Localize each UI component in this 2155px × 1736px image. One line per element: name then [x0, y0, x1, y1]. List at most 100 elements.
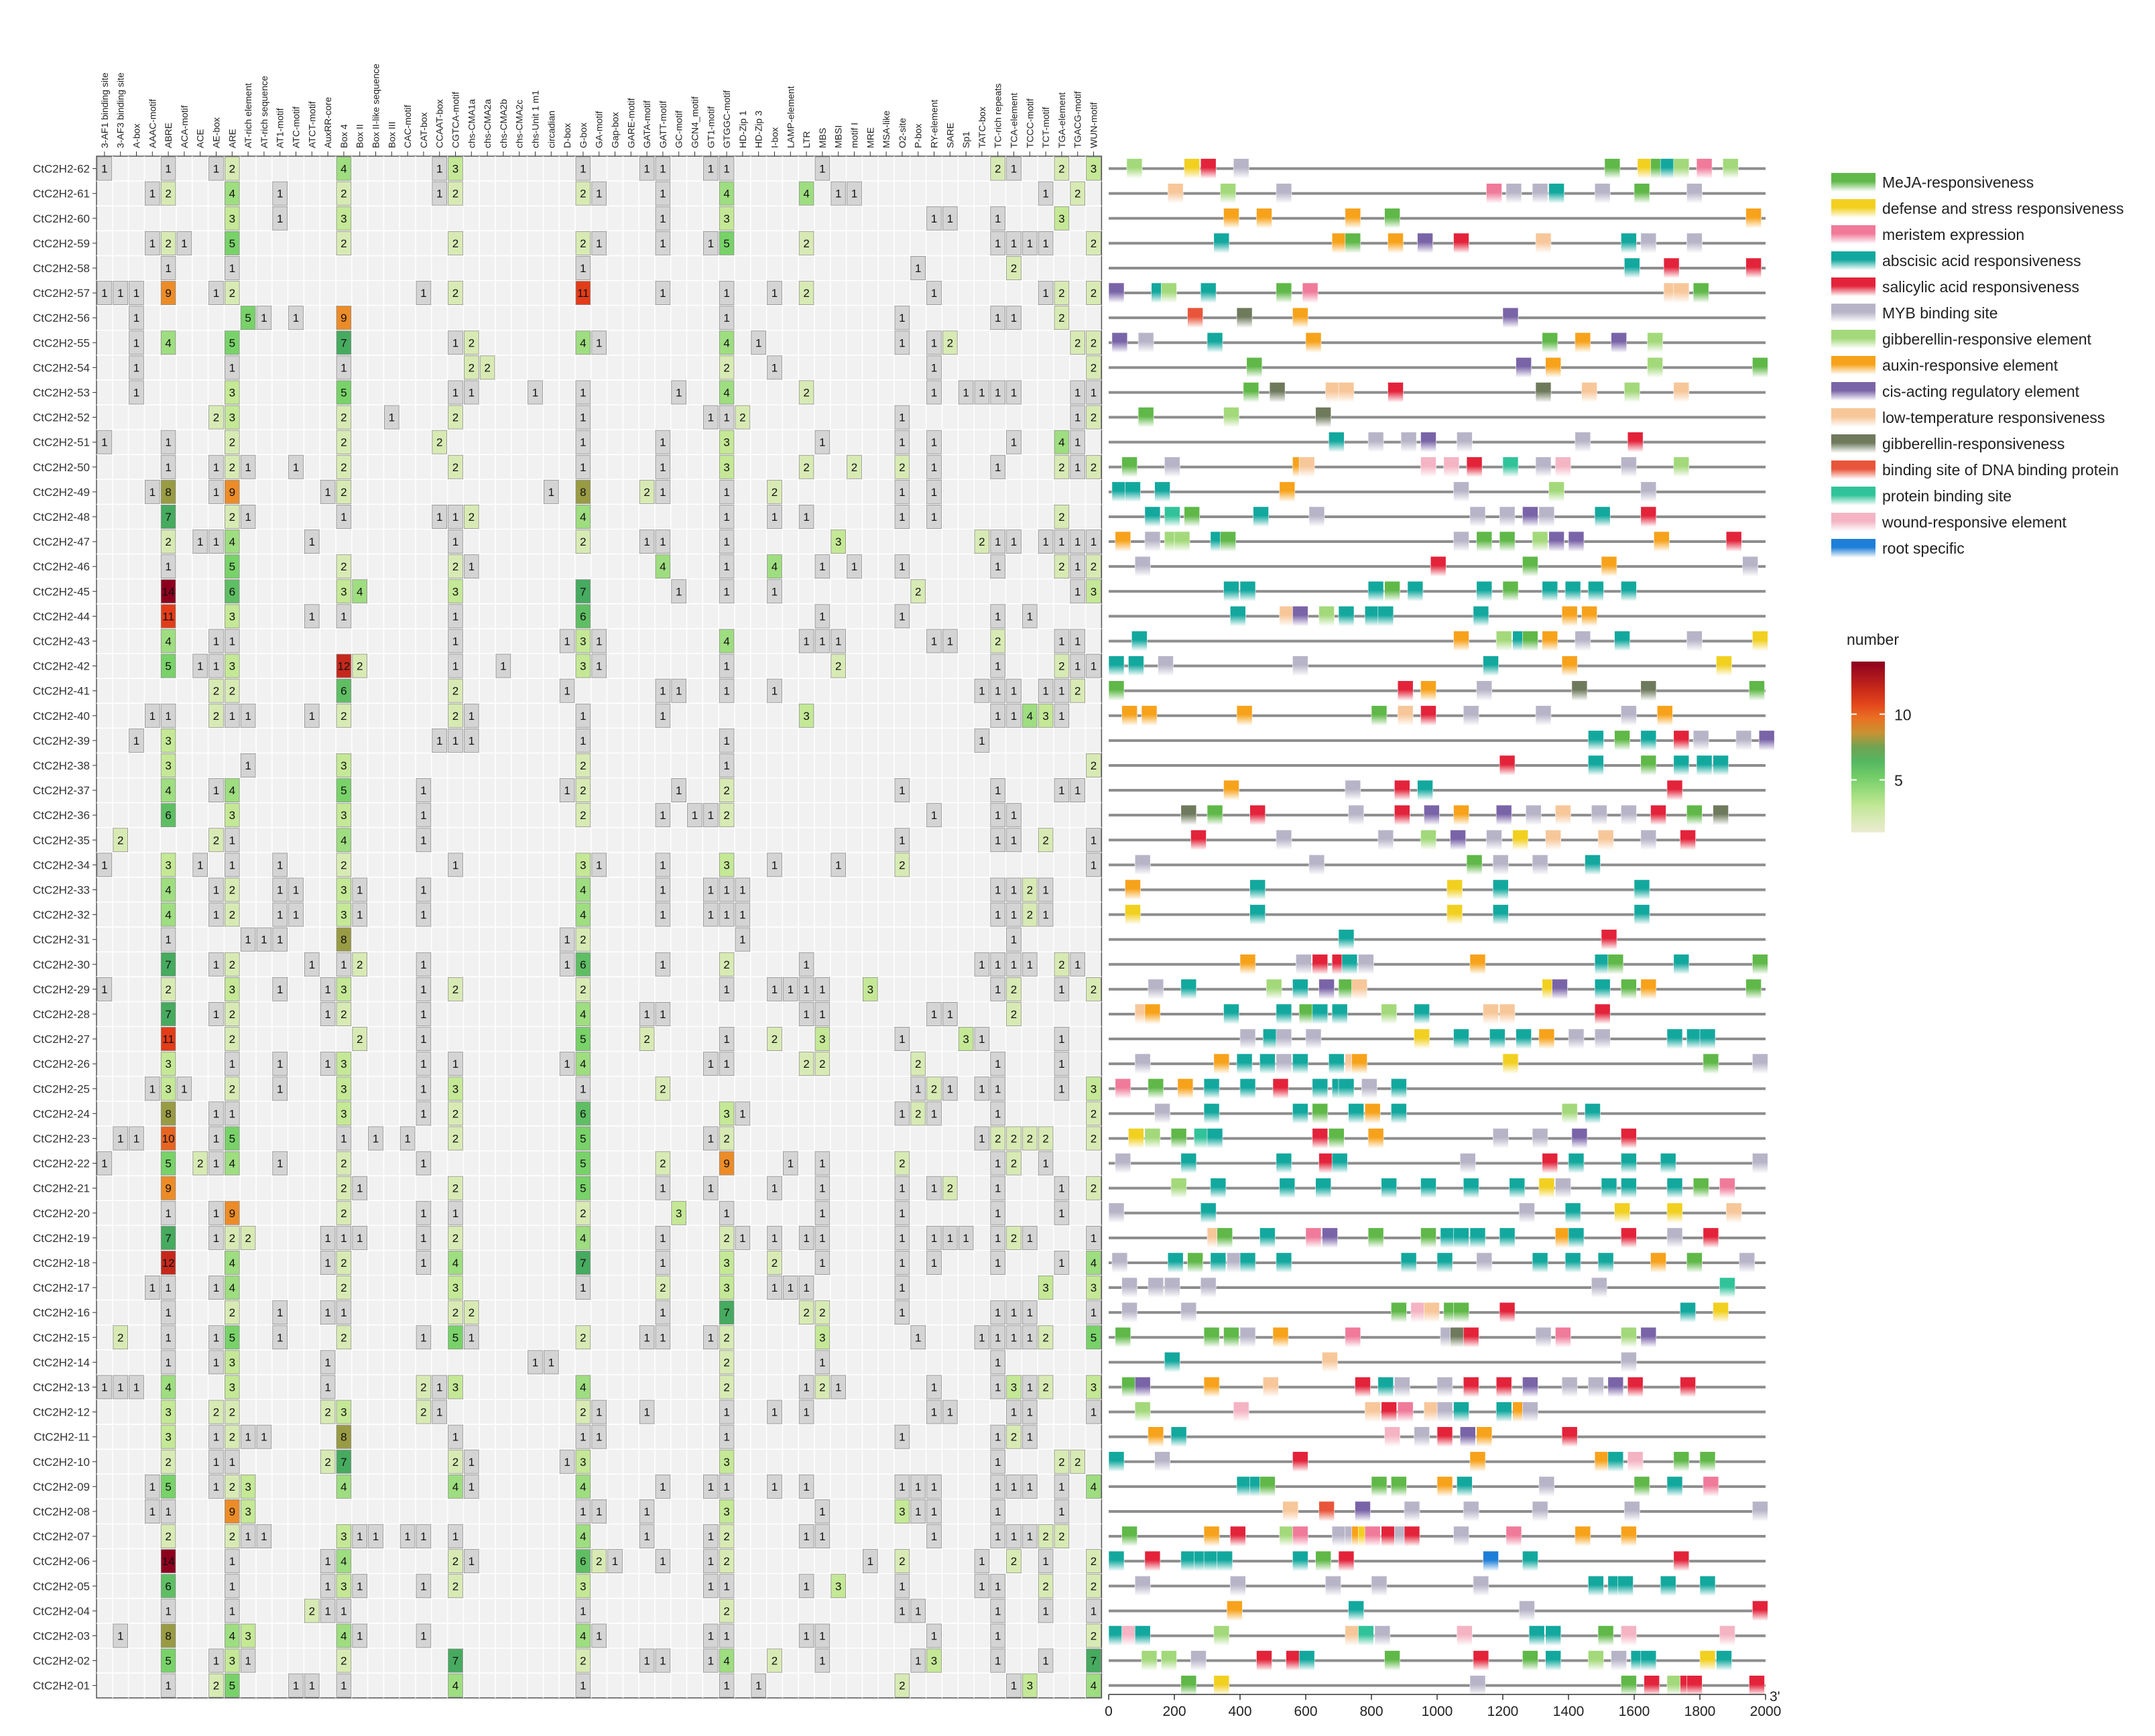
heatmap-cell: 3	[798, 703, 814, 728]
cell-value: 1	[245, 511, 251, 523]
motif-element	[1752, 954, 1768, 975]
cell-value: 1	[101, 163, 107, 176]
heatmap-cell: 3	[1086, 1375, 1101, 1400]
heatmap-cell: 1	[129, 330, 144, 355]
heatmap-cell: 1	[1070, 380, 1086, 405]
motif-element	[1167, 183, 1184, 204]
heatmap-cell: 2	[1086, 454, 1101, 479]
motif-element	[1666, 1028, 1683, 1050]
cell-value: 1	[580, 436, 586, 449]
cell-value: 1	[899, 1107, 905, 1120]
cell-value: 4	[341, 834, 347, 847]
row-labels: CtC2H2-62CtC2H2-61CtC2H2-60CtC2H2-59CtC2…	[33, 163, 97, 1692]
cell-value: 1	[373, 1530, 379, 1543]
motif-element	[1532, 1252, 1548, 1274]
heatmap-cell: 3	[224, 977, 240, 1001]
heatmap-cell: 1	[208, 1350, 224, 1375]
legend-swatch	[1831, 434, 1875, 453]
cell-fill	[894, 479, 910, 504]
cell-value: 1	[995, 312, 1001, 324]
gene-track	[1109, 780, 1766, 801]
cell-value: 1	[676, 685, 682, 698]
cell-value: 5	[165, 1158, 171, 1170]
cell-fill	[336, 1076, 352, 1101]
heatmap-cell: 2	[160, 1524, 176, 1548]
cell-value: 1	[1011, 934, 1017, 946]
cell-fill	[448, 156, 463, 181]
cell-value: 1	[660, 436, 666, 449]
cell-fill	[224, 853, 240, 877]
cell-value: 1	[564, 784, 570, 797]
cell-fill	[224, 231, 240, 255]
cell-value: 1	[772, 983, 778, 996]
cell-value: 1	[213, 1107, 219, 1120]
row-label-ctc2h2-59: CtC2H2-59	[33, 237, 90, 250]
motif-element	[1575, 1526, 1591, 1547]
cell-fill	[990, 530, 1006, 554]
motif-element	[1660, 1153, 1676, 1174]
cell-value: 1	[979, 386, 985, 399]
motif-element	[1752, 1601, 1768, 1621]
heatmap-cell: 1	[735, 927, 751, 952]
cell-value: 2	[660, 1082, 666, 1095]
heatmap-cell: 4	[575, 877, 591, 902]
gene-track	[1109, 904, 1766, 925]
cell-fill	[113, 828, 129, 853]
legend-swatch	[1831, 304, 1875, 322]
heatmap-cell: 2	[1086, 1101, 1101, 1126]
motif-element	[1292, 1053, 1308, 1074]
cell-value: 4	[580, 336, 586, 349]
cell-value: 1	[931, 336, 937, 349]
legend-label: gibberellin-responsive element	[1882, 330, 2092, 348]
motif-element	[1621, 233, 1637, 254]
cell-value: 1	[995, 1331, 1001, 1344]
heatmap-cell: 2	[464, 355, 479, 380]
motif-element	[1516, 357, 1532, 378]
cell-value: 1	[979, 1331, 985, 1344]
cell-value: 1	[596, 336, 602, 349]
motif-element	[1476, 580, 1493, 602]
cell-fill	[416, 977, 432, 1001]
motif-element	[1164, 1277, 1180, 1298]
heatmap-cell: 1	[432, 1400, 447, 1424]
cell-fill	[160, 902, 176, 927]
cell-value: 1	[133, 312, 139, 324]
heatmap-cell: 2	[575, 181, 591, 206]
motif-element	[1453, 1402, 1469, 1422]
cell-value: 1	[819, 163, 825, 176]
motif-element	[1348, 1103, 1364, 1124]
cell-value: 6	[580, 1107, 586, 1120]
cell-fill	[224, 181, 240, 206]
cell-value: 2	[803, 386, 809, 399]
cell-value: 7	[341, 336, 347, 349]
heatmap-cell: 2	[798, 231, 814, 255]
heatmap-cell: 1	[1022, 1325, 1038, 1350]
cell-value: 1	[660, 1306, 666, 1319]
heatmap-cell: 2	[767, 1648, 782, 1673]
cell-value: 1	[931, 1381, 937, 1393]
motif-element	[1246, 357, 1263, 378]
cell-fill	[224, 678, 240, 703]
heatmap-cell: 3	[1086, 1076, 1101, 1101]
cell-fill	[575, 330, 591, 355]
motif-element	[1154, 1451, 1170, 1473]
motif-element	[1161, 282, 1177, 304]
cell-value: 3	[1091, 163, 1097, 176]
heatmap-cell: 1	[990, 952, 1006, 977]
cell-value: 2	[580, 1655, 586, 1668]
motif-element	[1391, 1078, 1407, 1099]
heatmap-cell: 2	[655, 1151, 671, 1176]
heatmap-cell: 1	[1038, 877, 1054, 902]
cell-fill	[336, 479, 352, 504]
heatmap-cell: 2	[224, 1027, 240, 1051]
motif-element	[1502, 456, 1519, 478]
cell-value: 1	[133, 1381, 139, 1393]
motif-element	[1292, 1550, 1308, 1572]
heatmap-cell: 1	[591, 330, 607, 355]
cell-value: 1	[899, 1431, 905, 1444]
motif-element	[1588, 1575, 1604, 1597]
cell-fill	[208, 902, 224, 927]
cell-value: 1	[420, 1008, 426, 1021]
heatmap-cell: 1	[1038, 181, 1054, 206]
cell-fill	[464, 355, 479, 380]
